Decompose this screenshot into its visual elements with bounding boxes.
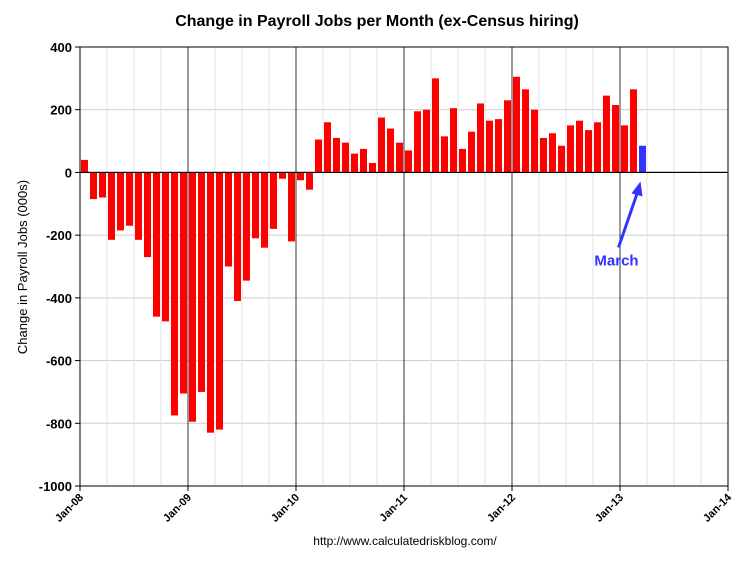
bar bbox=[521, 89, 530, 173]
bar bbox=[467, 131, 476, 173]
bar bbox=[215, 172, 224, 430]
annotation: March bbox=[594, 181, 643, 269]
bar bbox=[593, 122, 602, 173]
bar bbox=[161, 172, 170, 322]
bar bbox=[251, 172, 260, 239]
y-tick-label: 0 bbox=[65, 165, 72, 180]
bar bbox=[431, 78, 440, 173]
bar bbox=[404, 150, 413, 173]
bar bbox=[89, 172, 98, 200]
x-axis-ticks: Jan-08 Jan-09 Jan-10 Jan-11 Jan-12 Jan-13 Jan-… bbox=[53, 486, 735, 525]
bar bbox=[188, 172, 197, 422]
bar bbox=[602, 95, 611, 173]
bar bbox=[98, 172, 107, 198]
bar bbox=[368, 163, 377, 173]
annotation-arrow-head bbox=[631, 181, 643, 197]
bar bbox=[224, 172, 233, 267]
bar bbox=[287, 172, 296, 242]
plot-area: March bbox=[79, 46, 729, 487]
bar bbox=[476, 103, 485, 173]
bar bbox=[629, 89, 638, 173]
y-tick-label: -600 bbox=[46, 354, 72, 369]
y-axis-ticks: 400 200 0 -200 -400 -600 -800 -1000 bbox=[39, 40, 80, 494]
bar bbox=[530, 109, 539, 173]
bar bbox=[386, 128, 395, 173]
bar bbox=[116, 172, 125, 231]
x-tick-label: Jan-13 bbox=[593, 492, 626, 525]
bar bbox=[422, 109, 431, 173]
bar bbox=[143, 172, 152, 258]
bar bbox=[503, 100, 512, 173]
bar bbox=[80, 159, 89, 173]
bar bbox=[260, 172, 269, 248]
bar bbox=[449, 108, 458, 173]
bar bbox=[170, 172, 179, 416]
bar bbox=[611, 105, 620, 173]
bar bbox=[305, 172, 314, 190]
grid bbox=[80, 47, 728, 486]
bar bbox=[278, 172, 287, 179]
bar bbox=[395, 142, 404, 173]
annotation-arrow-shaft bbox=[617, 188, 640, 248]
y-tick-label: 400 bbox=[50, 40, 72, 55]
bar bbox=[134, 172, 143, 240]
y-tick-label: 200 bbox=[50, 103, 72, 118]
x-tick-label: Jan-08 bbox=[53, 492, 86, 525]
chart-title: Change in Payroll Jobs per Month (ex-Cen… bbox=[175, 13, 579, 30]
bar bbox=[620, 125, 629, 173]
bar bbox=[332, 137, 341, 173]
bar bbox=[341, 142, 350, 173]
source-url: http://www.calculatedriskblog.com/ bbox=[313, 534, 497, 548]
bar bbox=[548, 133, 557, 173]
y-tick-label: -200 bbox=[46, 228, 72, 243]
bar bbox=[575, 120, 584, 173]
bar bbox=[440, 136, 449, 173]
bar bbox=[413, 111, 422, 173]
x-tick-label: Jan-11 bbox=[377, 492, 410, 525]
bar bbox=[485, 120, 494, 173]
bar bbox=[296, 172, 305, 181]
bar bbox=[377, 117, 386, 173]
bar bbox=[539, 137, 548, 173]
bar bbox=[584, 130, 593, 173]
bar bbox=[179, 172, 188, 394]
x-tick-label: Jan-09 bbox=[161, 492, 194, 525]
bar bbox=[152, 172, 161, 317]
bar bbox=[206, 172, 215, 433]
y-tick-label: -800 bbox=[46, 416, 72, 431]
bar bbox=[269, 172, 278, 229]
bars bbox=[80, 76, 728, 433]
x-tick-label: Jan-12 bbox=[485, 492, 518, 525]
bar bbox=[242, 172, 251, 281]
bar bbox=[350, 153, 359, 173]
y-tick-label: -1000 bbox=[39, 479, 72, 494]
x-tick-label: Jan-14 bbox=[701, 491, 735, 525]
y-axis-label: Change in Payroll Jobs (000s) bbox=[15, 180, 30, 354]
bar bbox=[557, 145, 566, 173]
bar bbox=[323, 122, 332, 173]
y-tick-label: -400 bbox=[46, 291, 72, 306]
x-tick-label: Jan-10 bbox=[269, 492, 302, 525]
bar bbox=[359, 148, 368, 173]
bar bbox=[197, 172, 206, 392]
bar bbox=[566, 125, 575, 173]
highlight-bar bbox=[638, 145, 647, 173]
bar bbox=[512, 76, 521, 173]
bar bbox=[314, 139, 323, 173]
bar bbox=[233, 172, 242, 301]
bar bbox=[107, 172, 116, 240]
bar bbox=[458, 148, 467, 173]
bar bbox=[494, 119, 503, 173]
bar bbox=[125, 172, 134, 226]
annotation-label: March bbox=[594, 252, 638, 269]
